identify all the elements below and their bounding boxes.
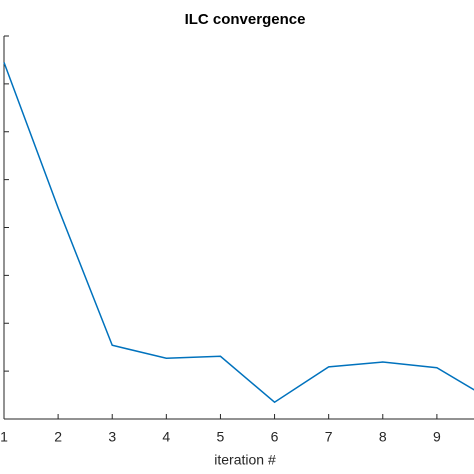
x-tick-label: 4 [162, 429, 170, 445]
x-tick-label: 9 [433, 429, 441, 445]
x-axis-label: iteration # [214, 452, 276, 468]
x-tick-label: 3 [108, 429, 116, 445]
x-tick-label: 6 [271, 429, 279, 445]
x-tick-label: 5 [217, 429, 225, 445]
x-tick-label: 1 [0, 429, 8, 445]
chart-title: ILC convergence [185, 11, 306, 28]
x-tick-label: 8 [379, 429, 387, 445]
data-line [3, 62, 474, 404]
x-tick-label: 2 [54, 429, 62, 445]
x-tick-label: 7 [325, 429, 333, 445]
